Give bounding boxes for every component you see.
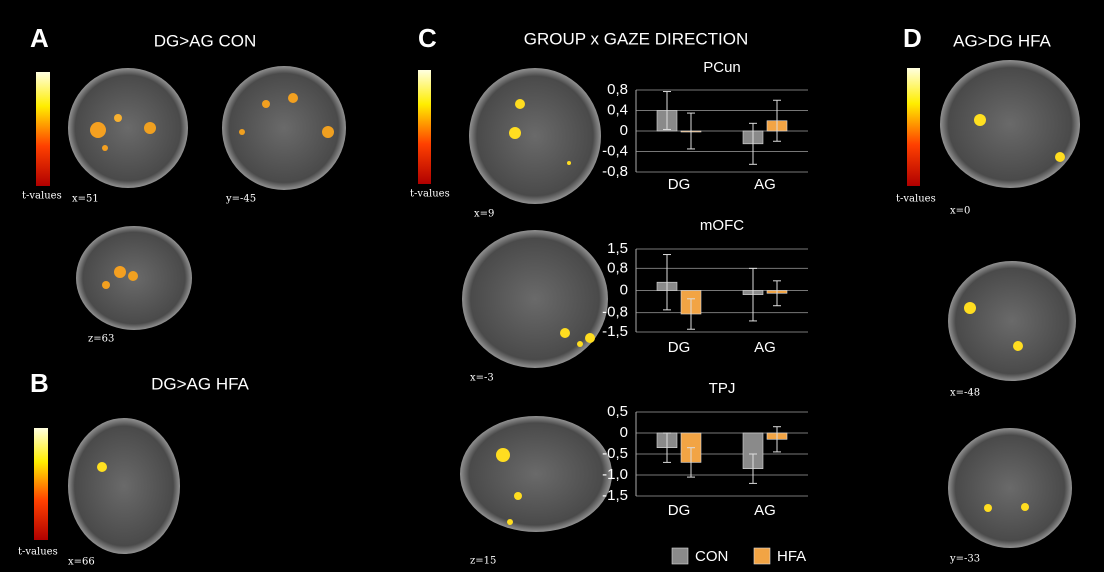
y-tick-label: -1,5: [602, 487, 628, 504]
colorbar: [418, 70, 431, 184]
slice-coordinate: z=63: [88, 334, 114, 345]
y-tick-label: 0: [620, 122, 628, 139]
legend-label: HFA: [777, 548, 806, 565]
x-tick-label: AG: [754, 502, 776, 519]
x-tick-label: DG: [668, 176, 691, 193]
colorbar-label: t-values: [18, 547, 58, 558]
chart-title: TPJ: [709, 380, 736, 397]
slice-coordinate: x=66: [68, 557, 95, 568]
legend-swatch: [672, 548, 688, 564]
y-tick-label: -0,4: [602, 142, 628, 159]
slice-coordinate: x=-3: [470, 373, 494, 384]
slice-coordinate: y=-45: [225, 194, 256, 205]
x-tick-label: DG: [668, 502, 691, 519]
legend-swatch: [754, 548, 770, 564]
x-tick-label: DG: [668, 339, 691, 356]
y-tick-label: 0: [620, 281, 628, 298]
slice-coordinate: y=-33: [949, 554, 980, 565]
y-tick-label: -1,5: [602, 323, 628, 340]
y-tick-label: 0,5: [607, 403, 628, 420]
colorbar-label: t-values: [22, 191, 62, 202]
colorbar: [907, 68, 920, 186]
colorbar-label: t-values: [410, 189, 450, 200]
panel-letter: C: [418, 23, 437, 53]
chart-title: mOFC: [700, 217, 744, 234]
panel-title: DG>AG CON: [154, 31, 257, 50]
chart-title: PCun: [703, 59, 741, 76]
y-tick-label: 0,8: [607, 81, 628, 98]
slice-coordinate: x=0: [950, 206, 970, 217]
panel-title: DG>AG HFA: [151, 374, 249, 393]
y-tick-label: 0,8: [607, 259, 628, 276]
figure: A DG>AG CON B DG>AG HFA C GROUP x GAZE D…: [0, 0, 1104, 572]
colorbar-label: t-values: [896, 194, 936, 205]
y-tick-label: 0: [620, 424, 628, 441]
panel-title: AG>DG HFA: [953, 31, 1051, 50]
panel-letter: A: [30, 23, 49, 53]
x-tick-label: AG: [754, 176, 776, 193]
colorbar: [36, 72, 50, 186]
panel-letter: B: [30, 368, 49, 398]
legend-label: CON: [695, 548, 728, 565]
y-tick-label: -0,8: [602, 163, 628, 180]
colorbar: [34, 428, 48, 540]
slice-coordinate: x=51: [72, 194, 99, 205]
panel-title: GROUP x GAZE DIRECTION: [524, 29, 749, 48]
slice-coordinate: x=-48: [950, 388, 980, 399]
x-tick-label: AG: [754, 339, 776, 356]
y-tick-label: -1,0: [602, 466, 628, 483]
y-tick-label: 1,5: [607, 240, 628, 257]
y-tick-label: -0,8: [602, 304, 628, 321]
y-tick-label: -0,5: [602, 445, 628, 462]
y-tick-label: 0,4: [607, 101, 628, 118]
panel-letter: D: [903, 23, 922, 53]
slice-coordinate: x=9: [474, 209, 494, 220]
slice-coordinate: z=15: [470, 556, 496, 567]
